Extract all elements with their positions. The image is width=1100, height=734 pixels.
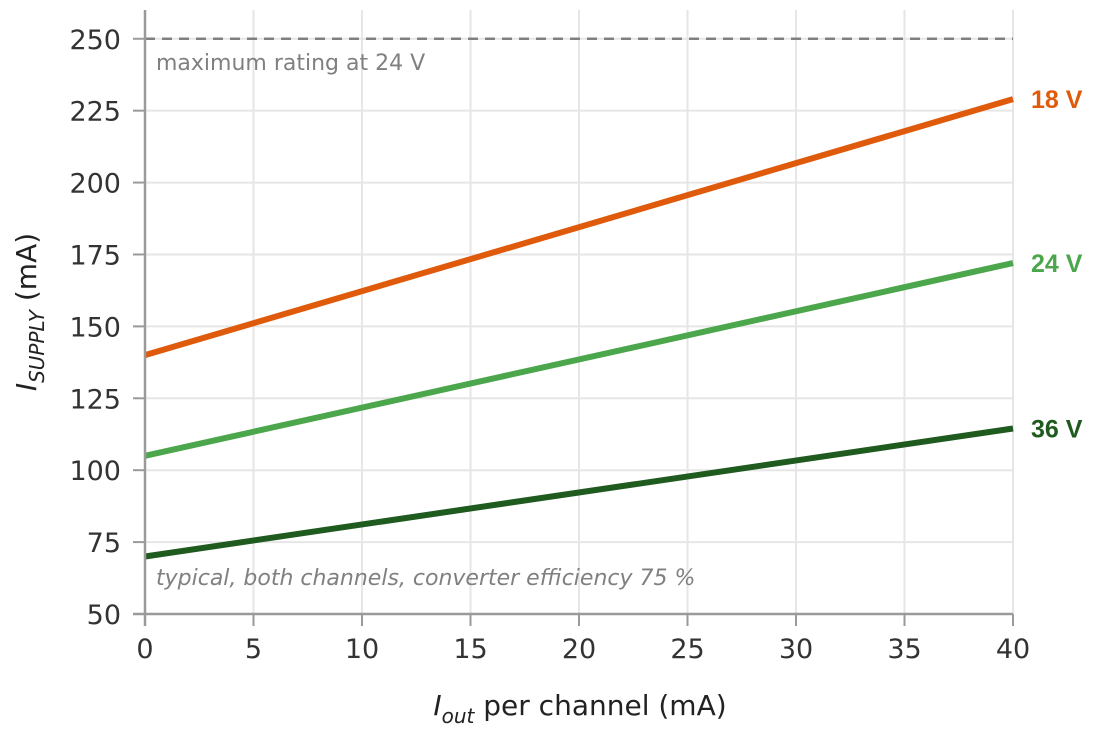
reference-line-label: maximum rating at 24 V [156, 51, 425, 76]
series-group: 18 V 24 V 36 V [144, 86, 1083, 560]
y-axis-title-text: (mA) [10, 233, 43, 310]
y-axis-title-subscript: SUPPLY [25, 308, 49, 383]
x-axis-title: Iout per channel (mA) [433, 689, 726, 728]
x-axis-title-symbol: I [433, 689, 441, 722]
x-axis-title-text: per channel (mA) [474, 689, 726, 722]
x-tick-label: 0 [136, 634, 153, 665]
series-line [144, 260, 1014, 459]
y-tick-label: 50 [87, 600, 121, 631]
x-tick-label: 5 [245, 634, 262, 665]
axes [133, 10, 1014, 626]
y-tick-label: 75 [87, 528, 121, 559]
y-axis-title-symbol: I [10, 383, 43, 391]
series-label: 36 V [1031, 415, 1083, 443]
series-line [144, 425, 1014, 560]
series-line [144, 96, 1014, 359]
x-tick-label: 40 [996, 634, 1030, 665]
y-tick-label: 100 [69, 456, 121, 487]
y-tick-label: 250 [69, 25, 121, 56]
y-tick-label: 150 [69, 312, 121, 343]
y-tick-label: 200 [69, 169, 121, 200]
x-tick-label: 10 [345, 634, 379, 665]
y-axis-title: ISUPPLY (mA) [10, 233, 49, 391]
grid [145, 10, 1014, 614]
x-tick-label: 20 [562, 634, 596, 665]
x-tick-label: 25 [670, 634, 704, 665]
tick-labels: 0 5 10 15 20 25 30 35 40 50 75 100 125 150 175 200 225 25… [69, 25, 1030, 665]
series-label: 24 V [1031, 250, 1083, 278]
x-tick-label: 35 [887, 634, 921, 665]
x-tick-label: 15 [453, 634, 487, 665]
x-tick-label: 30 [779, 634, 813, 665]
chart-note: typical, both channels, converter effici… [156, 566, 695, 591]
x-axis-title-subscript: out [442, 704, 476, 728]
y-tick-label: 175 [69, 240, 121, 271]
y-tick-label: 125 [69, 384, 121, 415]
series-label: 18 V [1031, 86, 1083, 114]
y-tick-label: 225 [69, 97, 121, 128]
